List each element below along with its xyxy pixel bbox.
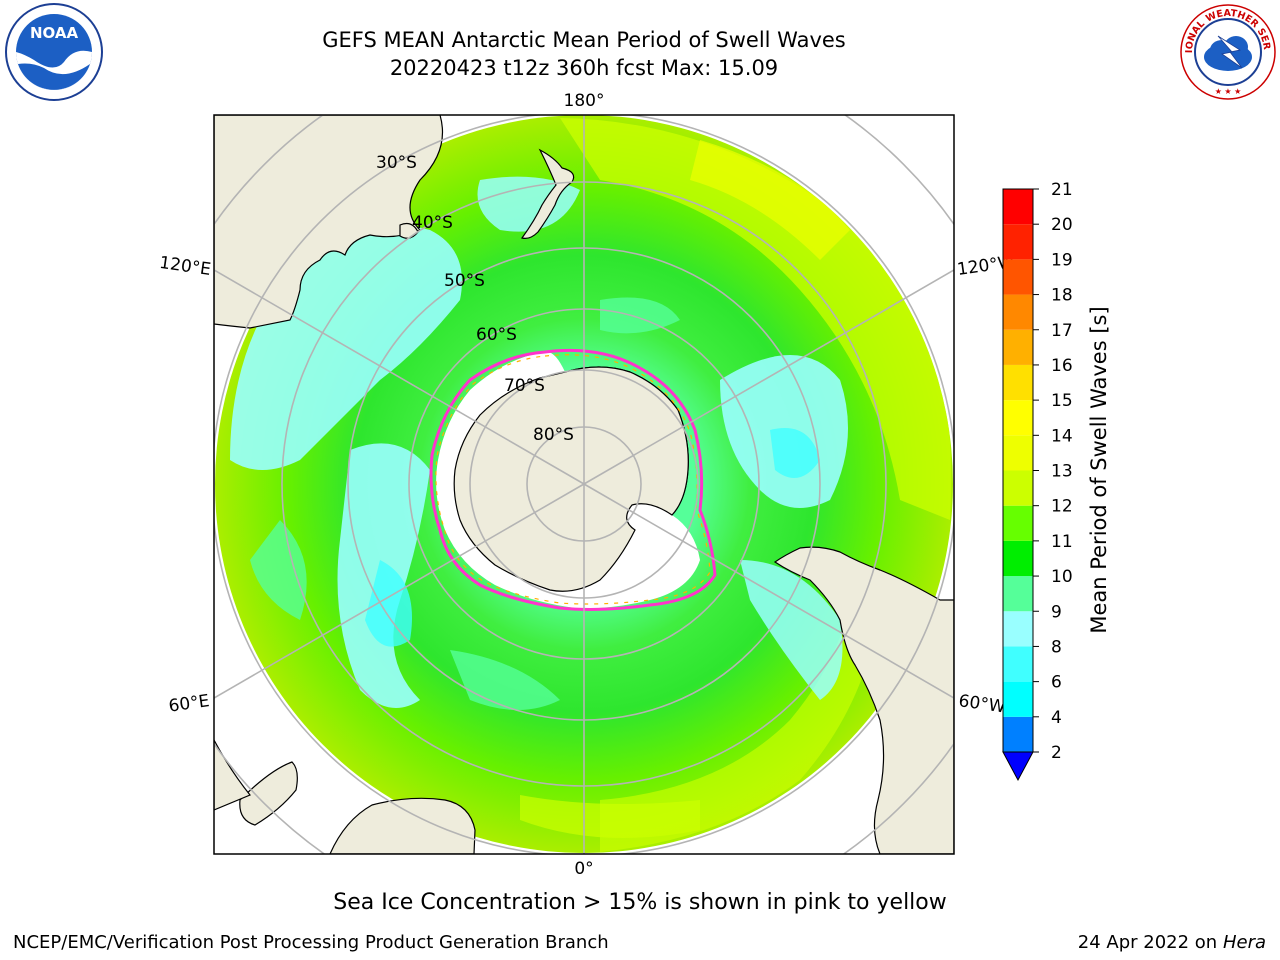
- lat-label-60s: 60°S: [476, 325, 517, 345]
- colorbar-bin: [1003, 294, 1033, 330]
- nws-logo-icon: NATIONAL WEATHER SERVICE ★ ★ ★: [1178, 2, 1276, 100]
- colorbar-bin: [1003, 576, 1033, 612]
- colorbar-tick-label: 13: [1051, 462, 1073, 482]
- colorbar-tick-label: 9: [1051, 602, 1062, 622]
- svg-text:★ ★ ★: ★ ★ ★: [1215, 87, 1242, 96]
- colorbar-bin: [1003, 259, 1033, 295]
- noaa-logo-icon: NOAA: [5, 3, 103, 101]
- land-africa: [329, 797, 476, 854]
- colorbar-bin: [1003, 716, 1033, 752]
- footer-host: Hera: [1222, 932, 1266, 953]
- colorbar-tick-label: 18: [1051, 286, 1073, 306]
- colorbar-tick-label: 8: [1051, 637, 1062, 657]
- footer-branch: NCEP/EMC/Verification Post Processing Pr…: [13, 932, 609, 953]
- colorbar-tick-label: 15: [1051, 391, 1073, 411]
- colorbar-ticks: 2 4 6 8 9 10 11 12 13 14 15 16 17 18 19 20 21: [1033, 180, 1073, 763]
- sea-ice-edge: [429, 348, 717, 611]
- colorbar-bin: [1003, 329, 1033, 365]
- colorbar-tick-label: 11: [1051, 532, 1073, 552]
- footer-date-text: 24 Apr 2022 on: [1077, 932, 1218, 953]
- colorbar-bin: [1003, 224, 1033, 260]
- colorbar-segments: [1002, 188, 1034, 782]
- colorbar-tick-label: 19: [1051, 250, 1073, 270]
- map-border: [213, 114, 955, 855]
- graticule: [214, 115, 954, 854]
- colorbar-tick-label: 20: [1051, 215, 1073, 235]
- colorbar-tick-label: 4: [1051, 708, 1062, 728]
- colorbar-tick-label: 16: [1051, 356, 1073, 376]
- colorbar-tick-label: 14: [1051, 426, 1073, 446]
- sea-ice-note: Sea Ice Concentration > 15% is shown in …: [333, 890, 947, 915]
- colorbar-tick-label: 17: [1051, 321, 1073, 341]
- chart-title: GEFS MEAN Antarctic Mean Period of Swell…: [322, 28, 846, 52]
- map-frame-content: [214, 115, 954, 854]
- land-australia: [214, 115, 444, 329]
- colorbar-bin: [1003, 646, 1033, 682]
- colorbar-label: Mean Period of Swell Waves [s]: [1087, 306, 1111, 633]
- colorbar-bin: [1003, 505, 1033, 541]
- colorbar-tick-label: 12: [1051, 497, 1073, 517]
- colorbar-bin: [1003, 400, 1033, 436]
- colorbar-extension: [1002, 751, 1034, 782]
- land-madagascar: [239, 761, 298, 826]
- colorbar-bin: [1003, 189, 1033, 225]
- lat-label-30s: 30°S: [376, 153, 417, 173]
- colorbar-tick-label: 6: [1051, 673, 1062, 693]
- lon-label-0: 0°: [574, 859, 593, 879]
- colorbar-bin: [1003, 611, 1033, 647]
- lat-label-80s: 80°S: [533, 425, 574, 445]
- footer-date: 24 Apr 2022 on Hera: [1078, 932, 1266, 953]
- colorbar-bin: [1003, 681, 1033, 717]
- lat-label-40s: 40°S: [412, 213, 453, 233]
- lon-label-180: 180°: [564, 91, 605, 111]
- chart-subtitle: 20220423 t12z 360h fcst Max: 15.09: [389, 56, 779, 80]
- svg-text:NOAA: NOAA: [30, 24, 79, 42]
- colorbar-bin: [1003, 435, 1033, 471]
- colorbar-bin: [1003, 470, 1033, 506]
- colorbar-tick-label: 21: [1051, 180, 1073, 200]
- colorbar-tick-label: 10: [1051, 567, 1073, 587]
- land-south-america: [773, 546, 954, 854]
- colorbar-bin: [1003, 364, 1033, 401]
- colorbar-tick-label: 2: [1051, 743, 1062, 763]
- land-new-zealand: [520, 148, 575, 239]
- lat-label-70s: 70°S: [504, 376, 545, 396]
- colorbar-bin: [1003, 540, 1033, 577]
- lat-label-50s: 50°S: [444, 271, 485, 291]
